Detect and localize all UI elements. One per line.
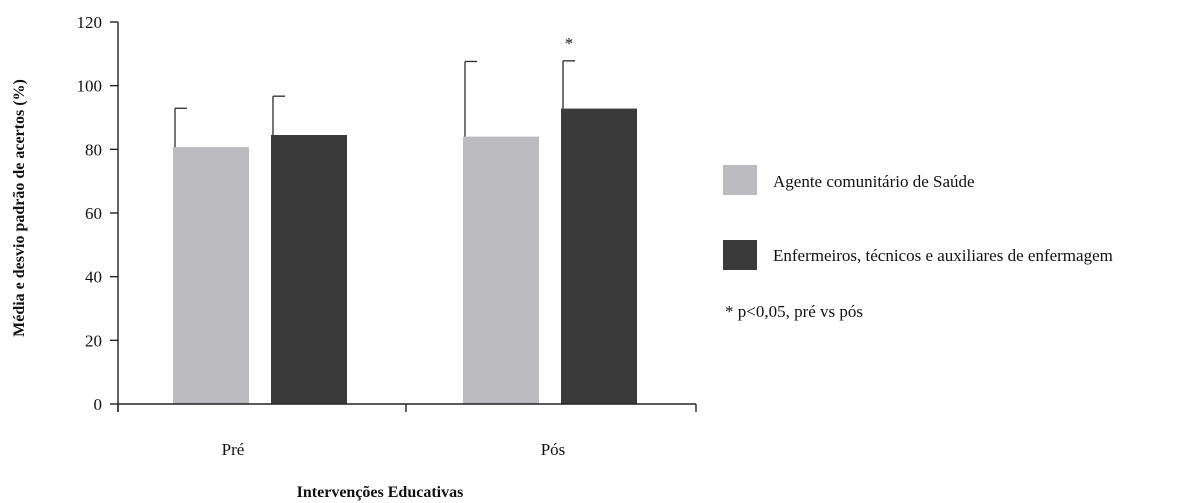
x-tick-label-0: Pré bbox=[222, 440, 245, 459]
significance-marker: * bbox=[565, 34, 574, 53]
y-tick-label-0: 0 bbox=[94, 395, 103, 414]
x-tick-label-1: Pós bbox=[541, 440, 566, 459]
legend-swatch-enfermeiros bbox=[723, 240, 757, 270]
y-tick-label-40: 40 bbox=[85, 268, 102, 287]
bar-agente-1 bbox=[463, 136, 539, 404]
x-axis-title: Intervenções Educativas bbox=[297, 484, 464, 501]
significance-note: * p<0,05, pré vs pós bbox=[725, 302, 863, 321]
legend-swatch-agente bbox=[723, 165, 757, 195]
y-tick-label-80: 80 bbox=[85, 140, 102, 159]
y-tick-label-20: 20 bbox=[85, 331, 102, 350]
y-tick-label-60: 60 bbox=[85, 204, 102, 223]
legend-label-agente: Agente comunitário de Saúde bbox=[773, 172, 975, 191]
legend: Agente comunitário de Saúde Enfermeiros,… bbox=[723, 165, 1113, 321]
bar-enfermeiros-0 bbox=[271, 135, 347, 404]
y-tick-label-120: 120 bbox=[77, 13, 103, 32]
plot-area: * 0 20 40 60 80 100 120 Pré Pós bbox=[77, 13, 697, 459]
y-axis-title: Média e desvio padrão de acertos (%) bbox=[11, 79, 28, 337]
legend-label-enfermeiros: Enfermeiros, técnicos e auxiliares de en… bbox=[773, 246, 1113, 265]
bar-enfermeiros-1 bbox=[561, 108, 637, 404]
bar-agente-0 bbox=[173, 147, 249, 405]
y-tick-label-100: 100 bbox=[77, 77, 103, 96]
